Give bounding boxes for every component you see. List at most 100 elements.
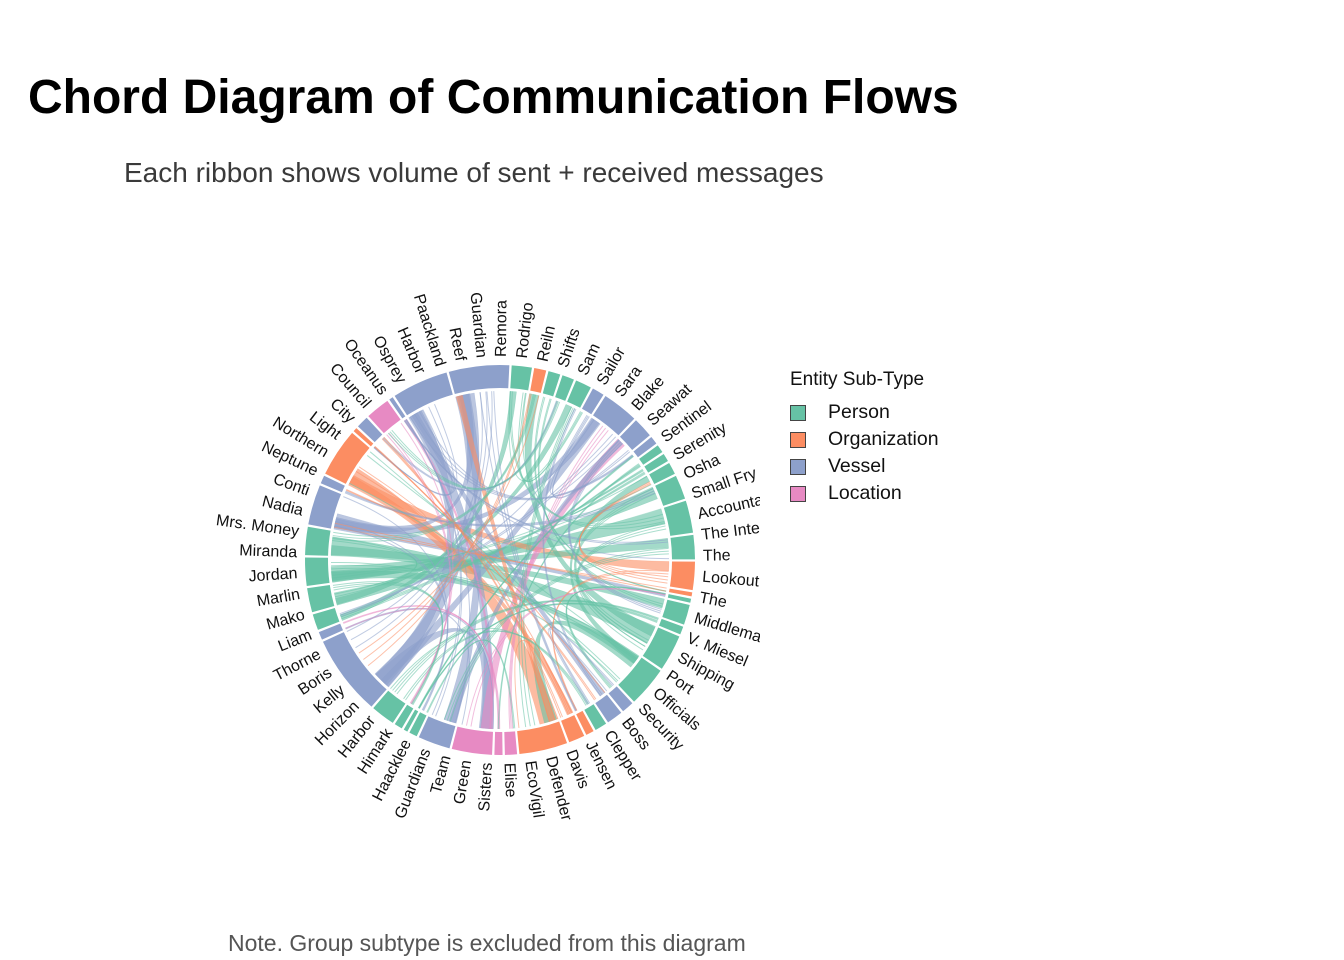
arc-segment (555, 375, 574, 401)
ribbon-strand (334, 522, 667, 592)
segment-label: The (703, 547, 731, 564)
ribbon-strand (340, 436, 617, 616)
arc-segment (576, 710, 594, 735)
segment-label: EcoVigil (521, 760, 546, 819)
ribbon-layer (330, 391, 670, 730)
segment-label: Miranda (239, 542, 297, 561)
arc-segment (619, 420, 650, 450)
ribbon-strand (382, 437, 562, 718)
ribbon-strand (333, 394, 534, 537)
ribbon-strand (479, 392, 576, 712)
arc-segment (318, 623, 343, 640)
arc-segment (305, 526, 331, 556)
ribbon-strand (547, 628, 608, 705)
arc-segment (662, 599, 690, 625)
ribbon-strand (341, 470, 644, 620)
arc-segment (325, 432, 370, 484)
segment-label: Reef (445, 326, 468, 363)
ribbon-strand (569, 443, 662, 610)
ribbon-strand (575, 493, 656, 641)
legend-title: Entity Sub-Type (790, 369, 925, 390)
arc-segment (322, 632, 387, 707)
legend-label: Vessel (828, 455, 886, 477)
legend-swatch (790, 458, 806, 475)
arc-segment (308, 485, 342, 529)
ribbon-strand (369, 451, 618, 683)
ribbon-strand (383, 400, 557, 492)
arc-segment (608, 686, 633, 712)
segment-label: Reiln (535, 324, 559, 363)
ribbon-strand (543, 408, 603, 695)
ribbon-strand (509, 427, 607, 729)
arc-segment (542, 371, 561, 397)
ribbon-strand (528, 638, 572, 722)
ribbon-strand (331, 484, 652, 576)
ribbon-strand (470, 588, 666, 727)
ribbon-strand (331, 567, 637, 661)
segment-label: Sisters (476, 762, 496, 812)
arc-segment (669, 561, 695, 591)
arc-segment (494, 731, 503, 755)
ribbon-strand (443, 547, 669, 720)
arc-segment (517, 721, 568, 755)
ribbon-strand (577, 528, 667, 644)
legend-swatch (790, 404, 806, 421)
legend-item-vessel: Vessel (790, 453, 939, 480)
ribbon-strand (579, 483, 669, 578)
ribbon (533, 620, 639, 724)
arc-segment (633, 437, 657, 458)
legend-swatch (790, 485, 806, 502)
ribbon-strand (396, 600, 659, 695)
arc-segment (584, 704, 607, 730)
chart-title: Chord Diagram of Communication Flows (28, 71, 959, 124)
ribbon-strand (344, 492, 656, 527)
arc-segment (649, 462, 675, 484)
arc-segment (312, 608, 340, 630)
arc-segment (389, 397, 406, 419)
arc-segment (667, 594, 692, 603)
ribbon-strand (414, 413, 634, 500)
ribbon-strand (383, 436, 563, 718)
segment-label: The (698, 589, 728, 611)
ribbon-strand (332, 394, 537, 542)
ribbon-strand (418, 411, 633, 499)
ribbon-strand (511, 391, 663, 525)
arc-segment (639, 445, 663, 465)
ribbon-strand (565, 586, 666, 689)
arc-segment (670, 534, 695, 560)
arc-segment (567, 380, 591, 408)
ribbon (455, 394, 556, 723)
legend-swatch (790, 431, 806, 448)
legend-item-location: Location (790, 480, 939, 507)
segment-label: Team (428, 754, 455, 796)
arc-segment (394, 372, 453, 416)
ribbon-strand (409, 416, 634, 501)
ribbon-strand (339, 433, 614, 615)
arc-segment (320, 475, 345, 493)
legend-label: Organization (828, 428, 939, 450)
arc-segment (409, 712, 427, 737)
arc-layer (305, 365, 695, 755)
segment-label: Remora (493, 300, 510, 357)
ribbon-strand (332, 581, 444, 706)
arc-segment (451, 726, 493, 755)
arc-segment (668, 588, 693, 597)
ribbon-strand (570, 465, 645, 516)
ribbon (448, 438, 624, 724)
arc-segment (593, 395, 635, 436)
arc-segment (418, 716, 456, 749)
segment-label: Guardian (466, 292, 489, 359)
ribbon-strand (517, 392, 584, 482)
ribbon-strand (340, 469, 644, 618)
arc-segment (307, 584, 335, 613)
ribbon-strand (343, 496, 449, 711)
ribbon (335, 404, 573, 605)
segment-label: Rodrigo (514, 301, 537, 359)
ribbon-strand (510, 429, 609, 729)
ribbon-strand (331, 564, 639, 658)
legend-item-organization: Organization (790, 426, 939, 453)
ribbon-strand (418, 456, 634, 709)
ribbon-strand (331, 562, 619, 682)
ribbon-strand (538, 398, 664, 605)
ribbon-strand (349, 482, 621, 680)
